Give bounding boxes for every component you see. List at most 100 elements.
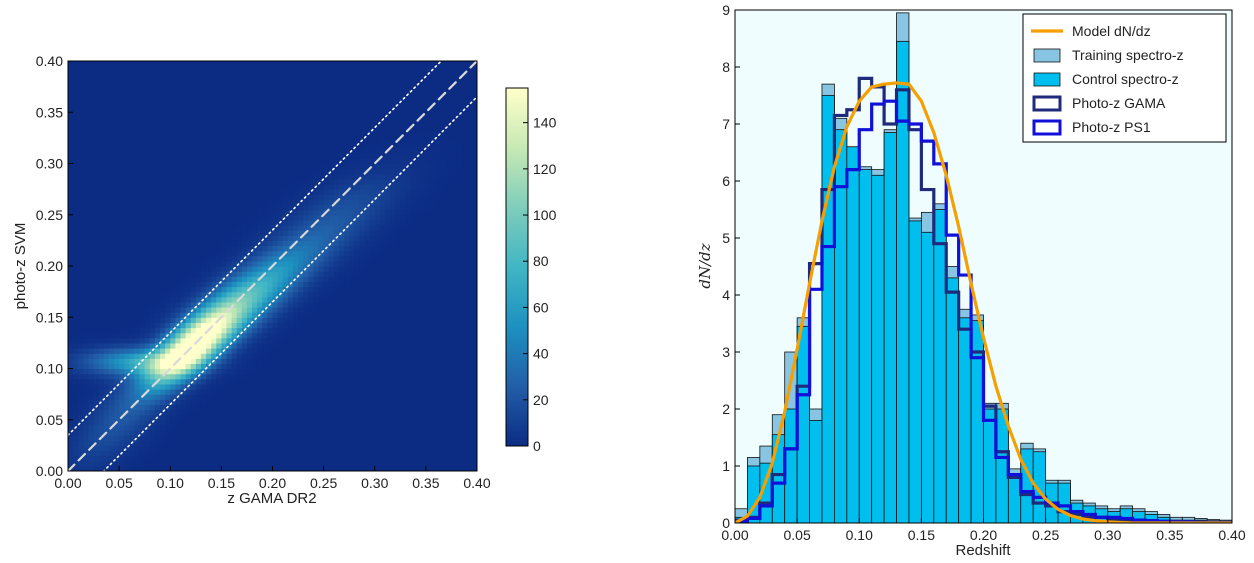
heatmap-cell bbox=[93, 163, 100, 170]
heatmap-cell bbox=[282, 455, 289, 462]
heatmap-cell bbox=[241, 378, 248, 385]
heatmap-cell bbox=[231, 332, 238, 339]
heatmap-cell bbox=[119, 296, 125, 303]
heatmap-cell bbox=[425, 307, 432, 313]
heatmap-cell bbox=[379, 260, 386, 267]
heatmap-cell bbox=[88, 389, 95, 395]
heatmap-cell bbox=[451, 322, 458, 329]
heatmap-cell bbox=[160, 260, 166, 267]
heatmap-cell bbox=[175, 363, 182, 370]
heatmap-cell bbox=[390, 286, 396, 293]
heatmap-cell bbox=[231, 307, 238, 313]
heatmap-cell bbox=[415, 296, 422, 303]
heatmap-cell bbox=[298, 430, 304, 436]
heatmap-cell bbox=[200, 445, 207, 452]
heatmap-cell bbox=[103, 255, 110, 262]
heatmap-cell bbox=[441, 184, 447, 190]
heatmap-cell bbox=[308, 178, 314, 185]
heatmap-cell bbox=[369, 219, 376, 226]
heatmap-cell bbox=[420, 245, 427, 252]
heatmap-cell bbox=[124, 414, 130, 421]
heatmap-cell bbox=[272, 399, 279, 405]
heatmap-cell bbox=[185, 373, 192, 380]
heatmap-cell bbox=[267, 348, 274, 354]
heatmap-cell bbox=[344, 353, 350, 359]
heatmap-cell bbox=[98, 373, 105, 380]
heatmap-cell bbox=[216, 281, 222, 288]
heatmap-cell bbox=[262, 327, 268, 334]
heatmap-cell bbox=[78, 378, 84, 385]
heatmap-cell bbox=[154, 460, 161, 467]
heatmap-cell bbox=[359, 440, 366, 446]
heatmap-cell bbox=[257, 163, 263, 170]
heatmap-cell bbox=[226, 235, 233, 241]
heatmap-cell bbox=[451, 240, 458, 247]
heatmap-cell bbox=[456, 445, 463, 452]
heatmap-cell bbox=[318, 460, 325, 467]
heatmap-cell bbox=[441, 189, 447, 195]
heatmap-cell bbox=[236, 353, 243, 359]
heatmap-cell bbox=[272, 455, 279, 462]
heatmap-cell bbox=[379, 332, 386, 339]
heatmap-cell bbox=[83, 255, 90, 262]
heatmap-cell bbox=[190, 219, 197, 226]
heatmap-cell bbox=[160, 363, 166, 370]
heatmap-cell bbox=[103, 301, 110, 308]
heatmap-cell bbox=[149, 322, 156, 329]
heatmap-cell bbox=[252, 424, 258, 431]
heatmap-cell bbox=[252, 291, 258, 298]
heatmap-cell bbox=[313, 404, 320, 411]
heatmap-cell bbox=[231, 348, 238, 354]
heatmap-cell bbox=[298, 317, 304, 323]
heatmap-cell bbox=[420, 240, 427, 247]
heatmap-cell bbox=[73, 317, 79, 323]
heatmap-cell bbox=[160, 435, 166, 441]
heatmap-cell bbox=[267, 419, 274, 426]
heatmap-cell bbox=[129, 317, 136, 323]
heatmap-cell bbox=[415, 204, 422, 211]
heatmap-cell bbox=[471, 260, 477, 267]
heatmap-cell bbox=[415, 271, 422, 277]
heatmap-cell bbox=[379, 296, 386, 303]
heatmap-cell bbox=[134, 342, 141, 349]
heatmap-cell bbox=[206, 296, 212, 303]
heatmap-cell bbox=[415, 373, 422, 380]
heatmap-cell bbox=[200, 240, 207, 247]
heatmap-cell bbox=[344, 301, 350, 308]
heatmap-cell bbox=[298, 440, 304, 446]
heatmap-cell bbox=[241, 353, 248, 359]
heatmap-cell bbox=[461, 276, 468, 282]
heatmap-cell bbox=[98, 363, 105, 370]
heatmap-cell bbox=[436, 322, 442, 329]
heatmap-cell bbox=[318, 189, 325, 195]
heatmap-cell bbox=[303, 245, 309, 252]
heatmap-cell bbox=[68, 184, 74, 190]
heatmap-cell bbox=[338, 173, 345, 180]
heatmap-cell bbox=[221, 260, 228, 267]
heatmap-cell bbox=[241, 168, 248, 175]
heatmap-cell bbox=[68, 148, 74, 154]
heatmap-cell bbox=[471, 281, 477, 288]
heatmap-cell bbox=[241, 163, 248, 170]
heatmap-cell bbox=[415, 230, 422, 236]
heatmap-cell bbox=[308, 250, 314, 257]
heatmap-cell bbox=[190, 148, 197, 154]
heatmap-cell bbox=[272, 219, 279, 226]
heatmap-cell bbox=[226, 424, 233, 431]
heatmap-cell bbox=[415, 266, 422, 272]
heatmap-cell bbox=[170, 209, 176, 216]
heatmap-cell bbox=[262, 219, 268, 226]
heatmap-cell bbox=[195, 153, 202, 159]
heatmap-cell bbox=[119, 363, 125, 370]
heatmap-cell bbox=[338, 363, 345, 370]
heatmap-cell bbox=[206, 368, 212, 375]
heatmap-cell bbox=[456, 332, 463, 339]
heatmap-cell bbox=[78, 424, 84, 431]
heatmap-cell bbox=[190, 301, 197, 308]
heatmap-cell bbox=[446, 204, 453, 211]
heatmap-cell bbox=[456, 271, 463, 277]
heatmap-cell bbox=[400, 424, 407, 431]
heatmap-cell bbox=[349, 363, 355, 370]
heatmap-cell bbox=[144, 435, 151, 441]
heatmap-cell bbox=[144, 312, 151, 318]
